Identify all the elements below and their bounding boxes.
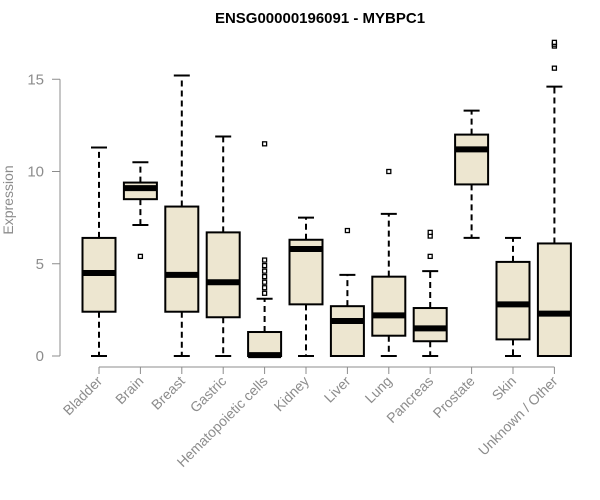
x-tick-label: Brain <box>112 373 146 407</box>
box-body <box>329 305 365 357</box>
box-lung <box>371 168 407 357</box>
y-axis: 0 5 10 15 <box>27 71 61 365</box>
box-skin <box>495 236 531 357</box>
box-gastric <box>205 135 241 357</box>
outlier-point <box>261 262 268 269</box>
chart-title: ENSG00000196091 - MYBPC1 <box>215 10 425 27</box>
box-body <box>536 242 572 357</box>
box-breast <box>164 74 200 357</box>
outlier-point <box>261 274 268 280</box>
box-liver <box>329 227 365 357</box>
outlier-point <box>344 227 351 234</box>
outlier-point <box>261 141 268 147</box>
y-tick-label: 5 <box>36 256 44 273</box>
y-tick-label: 0 <box>36 348 44 365</box>
y-tick-label: 15 <box>27 71 44 88</box>
x-tick-label: Bladder <box>60 373 106 419</box>
box-body <box>164 205 200 313</box>
box-brain <box>122 161 158 260</box>
outlier-point <box>261 279 268 285</box>
outlier-point <box>386 168 392 175</box>
outlier-point <box>137 253 144 260</box>
x-tick-label: Unknown / Other <box>475 373 561 459</box>
y-tick-label: 10 <box>27 164 44 181</box>
outlier-point <box>261 285 268 291</box>
outlier-point <box>427 229 433 236</box>
x-tick-label: Skin <box>489 373 520 404</box>
box-body <box>412 307 448 343</box>
box-body <box>371 275 407 337</box>
x-tick-label: Prostate <box>430 373 478 421</box>
x-tick-label: Breast <box>148 373 188 413</box>
box-hematopoietic-cells <box>247 141 283 359</box>
box-unknown-other <box>536 39 572 357</box>
outlier-point <box>261 257 268 263</box>
box-bladder <box>81 146 117 357</box>
outlier-point <box>551 39 558 45</box>
box-prostate <box>454 109 490 239</box>
outlier-point <box>261 290 268 296</box>
box-body <box>454 133 490 186</box>
box-series <box>81 39 572 359</box>
outlier-point <box>427 253 433 260</box>
x-tick-label: Lung <box>362 373 395 406</box>
x-tick-label: Kidney <box>271 373 313 415</box>
box-pancreas <box>412 229 448 357</box>
outlier-point <box>261 268 268 274</box>
x-tick-label: Liver <box>321 373 354 406</box>
box-kidney <box>288 216 324 357</box>
y-axis-label: Expression <box>0 165 16 234</box>
box-body <box>205 231 241 319</box>
box-body <box>495 260 531 341</box>
outlier-point <box>551 65 558 71</box>
